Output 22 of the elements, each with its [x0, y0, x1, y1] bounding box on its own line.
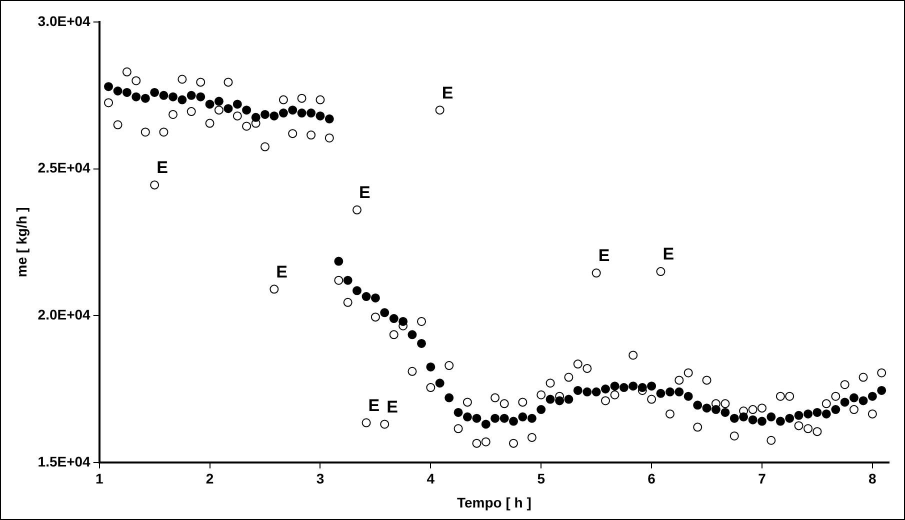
x-tick-label: 6 [648, 470, 656, 487]
x-tick-label: 5 [537, 470, 546, 487]
x-tick-label: 1 [95, 470, 104, 487]
annotation: E [276, 262, 288, 282]
y-tick-label: 1.5E+04 [38, 453, 91, 470]
annotation: E [442, 83, 454, 102]
annotation: E [386, 397, 398, 416]
x-tick-label: 8 [868, 470, 877, 487]
y-tick-label: 2.0E+04 [38, 306, 91, 322]
annotation: E [359, 183, 370, 202]
x-axis-title: Tempo [ h ] [456, 494, 532, 510]
annotation: E [156, 158, 168, 178]
annotation: E [598, 246, 610, 266]
y-axis-title: me [ kg/h ] [13, 207, 30, 278]
y-tick-label: 3.0E+04 [38, 12, 91, 29]
x-tick-label: 4 [426, 470, 435, 487]
y-tick-label: 2.5E+04 [38, 160, 91, 176]
x-tick-label: 3 [316, 470, 324, 487]
annotation: E [368, 396, 380, 415]
annotation: E [662, 244, 674, 264]
x-tick-label: 2 [206, 470, 214, 487]
x-tick-label: 7 [758, 470, 766, 487]
